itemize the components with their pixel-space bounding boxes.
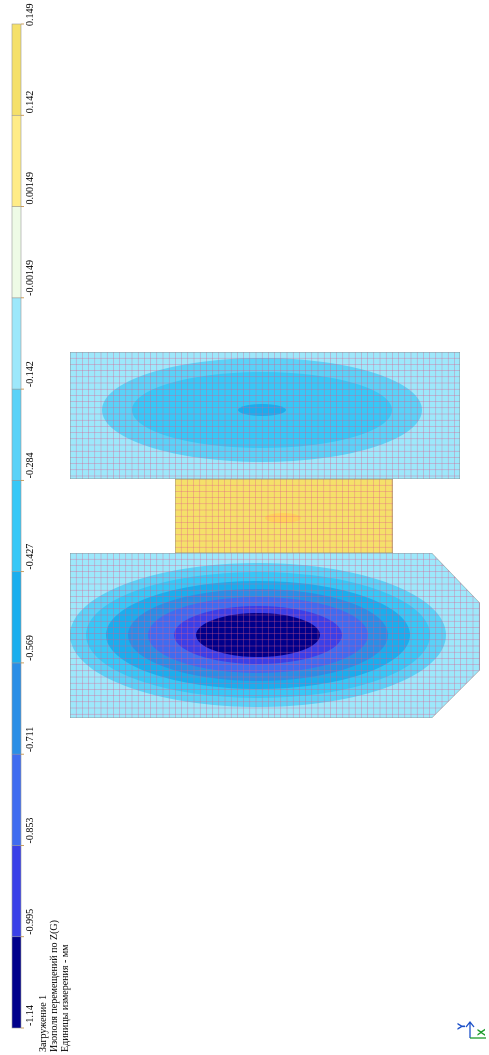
legend-swatch — [11, 297, 22, 390]
legend-tick-label: -0.995 — [25, 909, 36, 935]
middle-connector — [175, 479, 393, 553]
legend-tick-label: -0.427 — [25, 544, 36, 570]
upper-slab-grid — [70, 352, 460, 479]
caption: Загружение 1 Изополя перемещений по Z(G)… — [38, 920, 71, 1052]
legend-swatch — [11, 936, 22, 1029]
legend-tick-label: 0.142 — [25, 91, 36, 114]
x-axis-label: X — [476, 1028, 488, 1036]
upper-slab — [70, 352, 460, 479]
legend-tick-label: -0.711 — [25, 727, 36, 752]
legend-swatch — [11, 114, 22, 207]
legend-swatch — [11, 662, 22, 755]
legend-swatch — [11, 845, 22, 938]
caption-load-case: Загружение 1 — [38, 995, 49, 1052]
plate-mesh — [70, 352, 480, 718]
axis-triad: X Y — [456, 1020, 488, 1039]
caption-isofield-title: Изополя перемещений по Z(G) — [49, 920, 60, 1052]
legend-swatch — [11, 23, 22, 116]
lower-slab — [70, 553, 480, 718]
y-axis-label: Y — [456, 1022, 468, 1030]
legend-tick-label: 0.149 — [25, 4, 36, 27]
legend-tick-label: -0.00149 — [25, 260, 36, 296]
legend-tick-label: -0.853 — [25, 818, 36, 844]
color-scale-legend: -1.14 -0.995 -0.853 -0.711 -0.569 -0.427 -0.28… — [11, 4, 36, 1029]
legend-swatch — [11, 206, 22, 299]
lower-slab-grid — [70, 553, 480, 718]
caption-units: Единицы измерения - мм — [60, 944, 71, 1052]
legend-swatch — [11, 480, 22, 572]
legend-swatch — [11, 388, 22, 481]
legend-tick-label: -0.284 — [25, 453, 36, 479]
y-axis-arrow-icon — [465, 1020, 475, 1028]
legend-tick-label: 0.00149 — [25, 172, 36, 205]
legend-swatch — [11, 753, 22, 846]
legend-swatch — [11, 571, 22, 664]
lower-zone-7 — [196, 613, 320, 657]
middle-zone-1 — [265, 513, 301, 523]
middle-connector-grid — [175, 479, 393, 553]
legend-tick-label: -1.14 — [25, 1005, 36, 1026]
legend-tick-label: -0.142 — [25, 361, 36, 387]
legend-tick-label: -0.569 — [25, 635, 36, 661]
